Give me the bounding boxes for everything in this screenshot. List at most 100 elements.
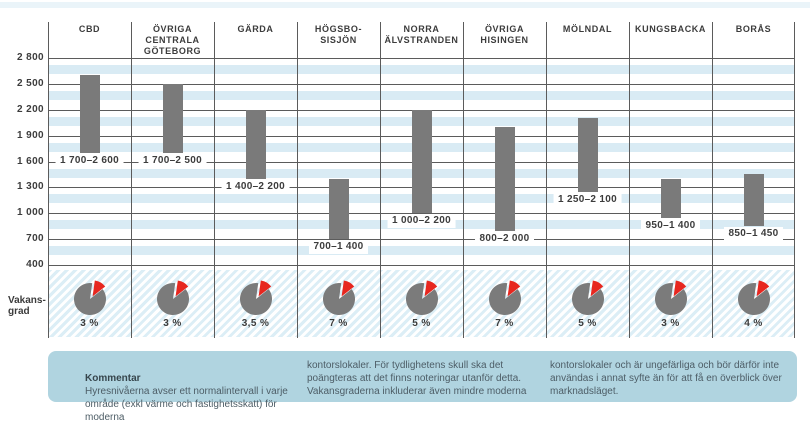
rent-range-bar [328, 178, 349, 240]
vacancy-pie-icon [405, 280, 438, 316]
stripe-band [48, 246, 795, 256]
vacancy-pie [400, 277, 444, 321]
rent-range-label: 850–1 450 [723, 227, 784, 242]
vacancy-percent-label: 7 % [495, 318, 514, 329]
vacancy-pie [649, 277, 693, 321]
pie-exploded-slice [92, 280, 105, 297]
stripe-band [48, 65, 795, 74]
vacancy-percent-label: 5 % [412, 318, 431, 329]
rent-range-label: 1 400–2 200 [221, 179, 290, 194]
vacancy-percent-label: 3 % [163, 318, 182, 329]
column-divider [48, 22, 49, 338]
rent-range-bar [660, 178, 681, 218]
column-divider [214, 22, 215, 338]
gridline [48, 58, 795, 59]
y-axis-tick-label: 1 000 [16, 207, 44, 219]
vacancy-pie [68, 277, 112, 321]
rent-range-bar [743, 174, 764, 227]
column-divider [463, 22, 464, 338]
vacancy-pie [732, 277, 776, 321]
comment-column-3: kontorslokaler och är ungefärliga och bö… [550, 360, 782, 397]
pie-body [488, 283, 521, 316]
pie-body [405, 283, 438, 316]
pie-exploded-slice [756, 280, 769, 297]
pie-exploded-slice [424, 280, 437, 297]
rent-range-label: 1 700–2 600 [55, 153, 124, 168]
gridline [48, 83, 795, 85]
column-divider [712, 22, 713, 338]
vacancy-pie-icon [737, 280, 770, 316]
rent-range-bar [411, 109, 432, 214]
y-axis-tick-label: 2 200 [16, 103, 44, 115]
vacancy-pie [317, 277, 361, 321]
vacancy-row-label: Vakans- grad [8, 295, 46, 317]
vacancy-pie-icon [322, 280, 355, 316]
column-divider [131, 22, 132, 338]
rent-range-label: 1 000–2 200 [387, 214, 456, 229]
vacancy-pie-icon [239, 280, 272, 316]
vacancy-pie-icon [571, 280, 604, 316]
column-divider [794, 22, 795, 338]
y-axis-tick-label: 1 600 [16, 155, 44, 167]
rent-range-label: 1 250–2 100 [553, 192, 622, 207]
pie-body [654, 283, 687, 316]
pie-exploded-slice [175, 280, 188, 297]
column-header: NORRA ÄLVSTRANDEN [384, 24, 459, 45]
vacancy-pie-icon [73, 280, 106, 316]
chart-plot-area: CBD 1 700–2 600 3 % ÖVRIGA CENTRALA GÖTEBOR… [48, 22, 795, 338]
y-axis-tick-label: 1 300 [16, 181, 44, 193]
column-header: HÖGSBO- SISJÖN [314, 24, 363, 45]
vacancy-pie [566, 277, 610, 321]
comment-text-1: Hyresnivåerna avser ett normalintervall … [85, 386, 288, 421]
y-axis-tick-label: 400 [26, 259, 44, 270]
vacancy-percent-label: 4 % [744, 318, 763, 329]
top-accent-band [0, 2, 810, 8]
vacancy-percent-label: 3 % [661, 318, 680, 329]
vacancy-percent-label: 3,5 % [241, 318, 270, 329]
comment-column-2: kontorslokaler. För tydlighetens skull s… [307, 360, 527, 397]
rent-range-bar [79, 75, 100, 153]
column-header: CBD [78, 24, 101, 34]
pie-body [571, 283, 604, 316]
column-header: ÖVRIGA CENTRALA GÖTEBORG [143, 24, 202, 56]
rent-range-bar [494, 127, 515, 231]
vacancy-pie [151, 277, 195, 321]
column-header: MÖLNDAL [562, 24, 613, 34]
rent-range-bar [245, 109, 266, 179]
pie-body [322, 283, 355, 316]
rent-range-label: 950–1 400 [640, 218, 701, 233]
vacancy-pie-icon [156, 280, 189, 316]
pie-body [239, 283, 272, 316]
y-axis-tick-label: 700 [26, 233, 44, 245]
pie-body [737, 283, 770, 316]
comment-column-1: Kommentar Hyresnivåerna avser ett normal… [85, 359, 301, 421]
gridline [48, 265, 795, 266]
comment-box: Kommentar Hyresnivåerna avser ett normal… [48, 351, 797, 421]
gridline [48, 239, 795, 241]
y-axis-tick-label: 2 800 [16, 52, 44, 63]
rent-range-label: 1 700–2 500 [138, 153, 207, 168]
column-divider [380, 22, 381, 338]
vacancy-percent-label: 3 % [80, 318, 99, 329]
vacancy-pie [234, 277, 278, 321]
y-axis-tick-label: 2 500 [16, 77, 44, 89]
column-header: BORÅS [735, 24, 772, 34]
rent-range-label: 800–2 000 [474, 231, 535, 246]
vacancy-pie [483, 277, 527, 321]
stripe-band [48, 90, 795, 100]
comment-title: Kommentar [85, 373, 141, 384]
gridline [48, 213, 795, 215]
y-axis-tick-label: 1 900 [16, 129, 44, 141]
vacancy-pie-icon [488, 280, 521, 316]
pie-exploded-slice [258, 280, 271, 297]
pie-exploded-slice [590, 280, 603, 297]
rent-range-bar [162, 83, 183, 153]
column-divider [629, 22, 630, 338]
rent-range-label: 700–1 400 [308, 240, 369, 255]
vacancy-percent-label: 5 % [578, 318, 597, 329]
column-header: ÖVRIGA HISINGEN [480, 24, 529, 45]
column-header: KUNGSBACKA [635, 24, 706, 34]
rent-range-bar [577, 118, 598, 192]
column-divider [297, 22, 298, 338]
